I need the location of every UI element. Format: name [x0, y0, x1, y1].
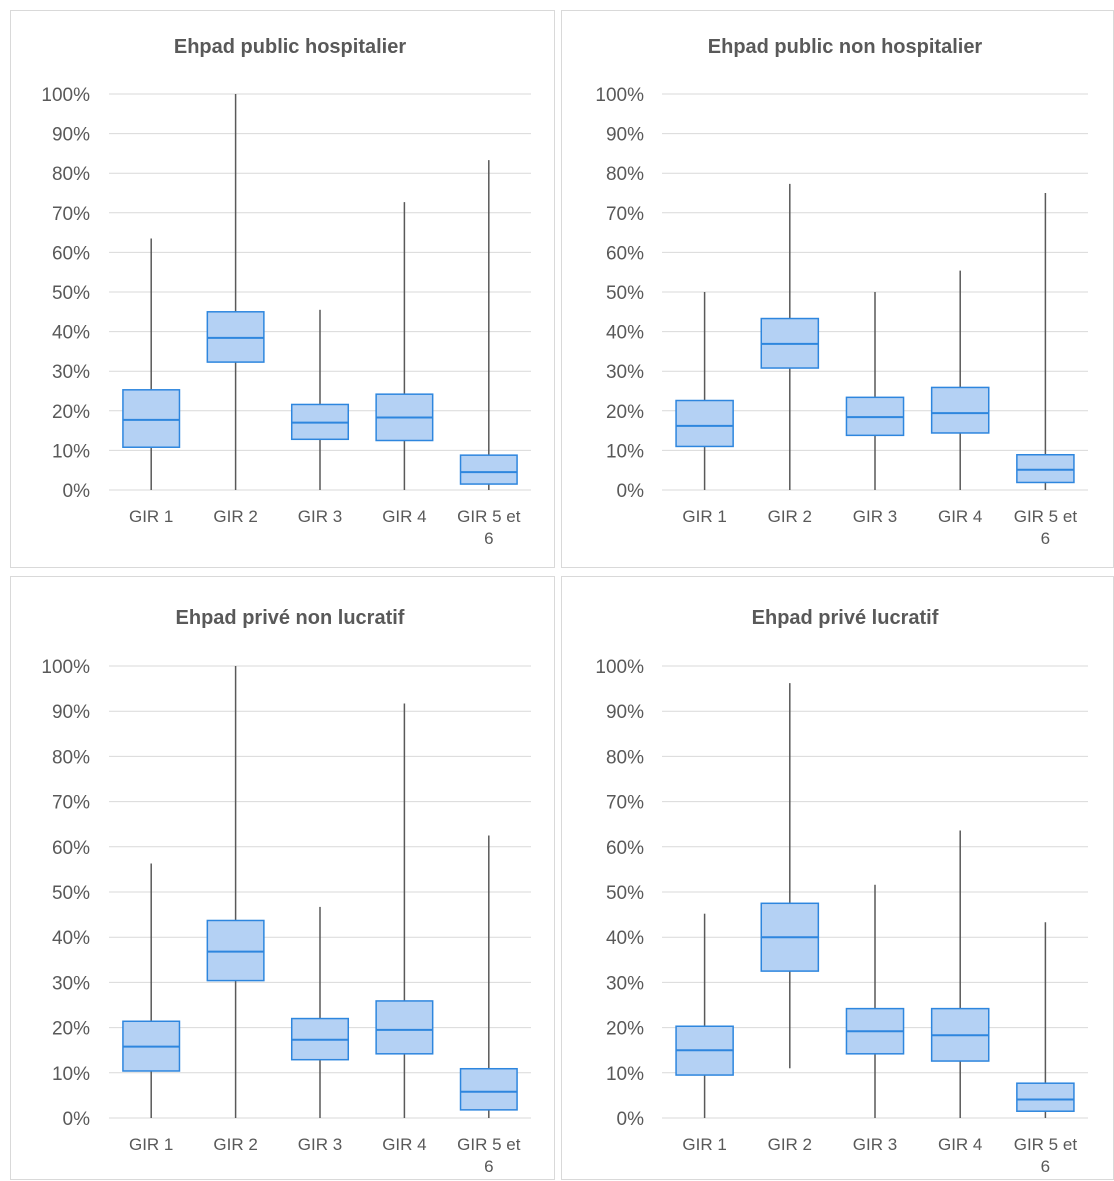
box: [122, 389, 181, 448]
y-tick-label: 10%: [606, 1064, 644, 1085]
y-tick-label: 80%: [606, 747, 644, 768]
y-tick-label: 10%: [606, 441, 644, 462]
y-tick-label: 0%: [63, 1109, 91, 1130]
y-tick-label: 80%: [606, 164, 644, 185]
y-tick-label: 70%: [606, 204, 644, 225]
x-category-label: GIR 5 et 6: [457, 507, 521, 548]
y-tick-label: 20%: [52, 1019, 90, 1040]
y-tick-label: 40%: [52, 323, 90, 344]
x-category-label: GIR 4: [938, 1135, 982, 1154]
box: [675, 399, 734, 448]
box: [459, 454, 518, 485]
y-tick-label: 30%: [606, 973, 644, 994]
boxplot-public-hospitalier: Ehpad public hospitalier 0% 10% 20% 30% 40% 50…: [41, 36, 531, 548]
y-tick-label: 80%: [52, 747, 90, 768]
y-tick-label: 70%: [606, 793, 644, 814]
y-tick-label: 30%: [606, 362, 644, 383]
x-category-label: GIR 2: [213, 1135, 257, 1154]
x-category-label: GIR 4: [938, 507, 982, 526]
y-tick-label: 40%: [52, 928, 90, 949]
y-tick-label: 0%: [617, 481, 645, 502]
y-tick-label: 90%: [606, 125, 644, 146]
y-tick-label: 20%: [606, 402, 644, 423]
y-tick-label: 100%: [41, 657, 90, 678]
chart-panel-public-hospitalier: Ehpad public hospitalier 0% 10% 20% 30% 40% 50…: [10, 10, 555, 568]
box: [930, 386, 990, 434]
x-category-label: GIR 1: [682, 507, 726, 526]
y-tick-label: 0%: [617, 1109, 645, 1130]
box: [375, 1000, 434, 1055]
box: [1016, 454, 1075, 484]
x-category-label: GIR 1: [129, 507, 173, 526]
y-tick-label: 40%: [606, 323, 644, 344]
y-tick-label: 50%: [606, 883, 644, 904]
y-tick-label: 20%: [606, 1019, 644, 1040]
x-category-label: GIR 5 et 6: [457, 1135, 521, 1176]
y-tick-label: 80%: [52, 164, 90, 185]
x-category-label: GIR 5 et 6: [1014, 507, 1078, 548]
y-tick-label: 30%: [52, 362, 90, 383]
y-tick-label: 100%: [41, 85, 90, 106]
boxplot-prive-lucratif: Ehpad privé lucratif 0% 10% 20% 30% 40% 50% 60%…: [595, 607, 1088, 1176]
chart-title: Ehpad privé lucratif: [752, 607, 939, 629]
y-tick-label: 90%: [606, 702, 644, 723]
y-tick-label: 20%: [52, 402, 90, 423]
x-category-label: GIR 4: [382, 1135, 426, 1154]
box: [1016, 1082, 1075, 1112]
y-tick-label: 90%: [52, 125, 90, 146]
boxplot-prive-non-lucratif: Ehpad privé non lucratif 0% 10% 20% 30% 40% 50…: [41, 607, 531, 1176]
y-tick-label: 30%: [52, 973, 90, 994]
y-tick-label: 90%: [52, 702, 90, 723]
box: [459, 1067, 518, 1111]
chart-title: Ehpad privé non lucratif: [176, 607, 405, 629]
chart-panel-prive-non-lucratif: Ehpad privé non lucratif 0% 10% 20% 30% 40% 50…: [10, 576, 555, 1180]
y-tick-label: 50%: [606, 283, 644, 304]
y-tick-label: 0%: [63, 481, 91, 502]
y-tick-label: 70%: [52, 204, 90, 225]
box: [206, 919, 265, 982]
y-tick-label: 50%: [52, 283, 90, 304]
chart-title: Ehpad public hospitalier: [174, 36, 406, 58]
y-tick-label: 50%: [52, 883, 90, 904]
y-tick-label: 100%: [595, 657, 644, 678]
x-category-label: GIR 2: [213, 507, 257, 526]
y-tick-label: 60%: [606, 243, 644, 264]
x-category-label: GIR 1: [129, 1135, 173, 1154]
y-tick-label: 60%: [606, 838, 644, 859]
y-tick-label: 10%: [52, 1064, 90, 1085]
chart-panel-prive-lucratif: Ehpad privé lucratif 0% 10% 20% 30% 40% 50% 60%…: [561, 576, 1114, 1180]
chart-title: Ehpad public non hospitalier: [708, 36, 983, 58]
y-tick-label: 100%: [595, 85, 644, 106]
x-category-label: GIR 1: [682, 1135, 726, 1154]
x-category-label: GIR 5 et 6: [1014, 1135, 1078, 1176]
x-category-label: GIR 2: [768, 507, 812, 526]
y-tick-label: 10%: [52, 441, 90, 462]
x-category-label: GIR 3: [298, 1135, 342, 1154]
y-tick-label: 60%: [52, 243, 90, 264]
y-tick-label: 70%: [52, 793, 90, 814]
x-category-label: GIR 3: [298, 507, 342, 526]
x-category-label: GIR 3: [853, 1135, 897, 1154]
y-tick-label: 60%: [52, 838, 90, 859]
y-tick-label: 40%: [606, 928, 644, 949]
x-category-label: GIR 4: [382, 507, 426, 526]
x-category-label: GIR 2: [768, 1135, 812, 1154]
boxplot-public-non-hospitalier: Ehpad public non hospitalier 0% 10% 20% 30% 4…: [595, 36, 1088, 548]
chart-panel-public-non-hospitalier: Ehpad public non hospitalier 0% 10% 20% 30% 4…: [561, 10, 1114, 568]
x-category-label: GIR 3: [853, 507, 897, 526]
